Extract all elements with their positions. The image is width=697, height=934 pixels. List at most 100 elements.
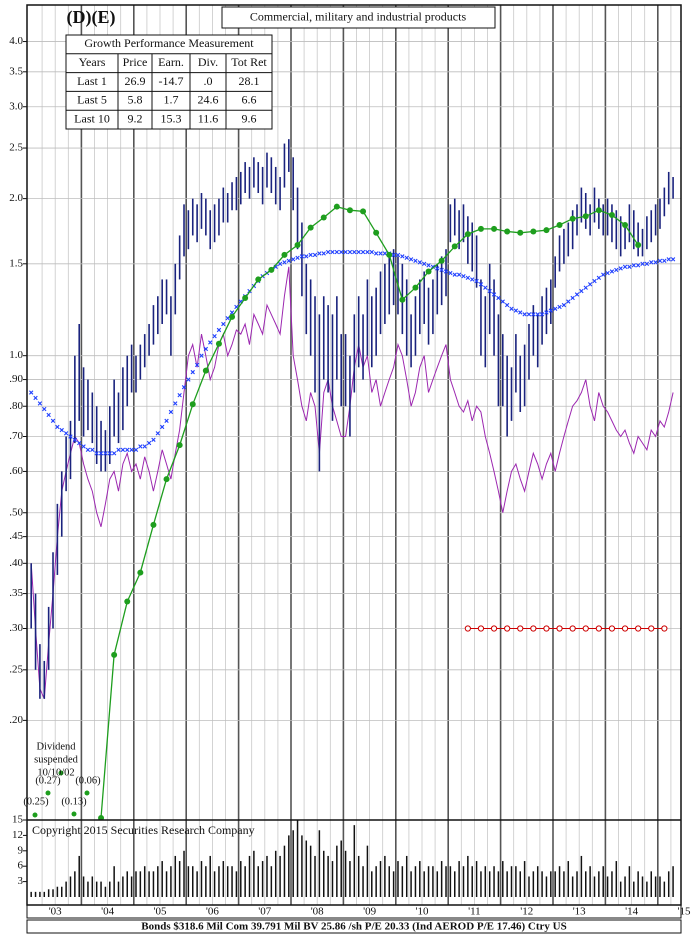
moving-average-point — [111, 451, 117, 456]
earnings-point — [477, 225, 484, 232]
moving-average-point — [225, 315, 230, 321]
y-tick-label: .25 — [9, 663, 23, 675]
y-tick-label: .60 — [9, 465, 23, 477]
table-cell: Last 5 — [77, 93, 107, 107]
copyright: Copyright 2015 Securities Research Compa… — [32, 823, 255, 837]
deficit-dot — [84, 790, 90, 796]
moving-average-point — [583, 285, 588, 290]
earnings-point — [137, 569, 144, 576]
moving-average-point — [103, 451, 108, 456]
moving-average-point — [286, 258, 292, 263]
x-tick-label: '04 — [101, 906, 114, 918]
table-cell: 5.8 — [128, 93, 143, 107]
moving-average-point — [277, 261, 283, 266]
earnings-point — [373, 229, 380, 236]
deficit-dot — [58, 770, 64, 776]
moving-average-point — [574, 292, 580, 297]
dividend-point — [582, 625, 589, 632]
moving-average-point — [570, 295, 575, 301]
moving-average-point — [168, 409, 174, 415]
table-cell: 6.6 — [242, 93, 257, 107]
earnings-point — [320, 214, 327, 221]
dividend-point — [608, 625, 616, 632]
earnings-point — [451, 243, 458, 250]
moving-average-point — [666, 257, 671, 262]
moving-average-point — [408, 257, 414, 262]
earnings-point — [622, 222, 629, 229]
moving-average-point — [120, 447, 126, 453]
moving-average-point — [68, 434, 73, 439]
moving-average-point — [487, 288, 492, 294]
earnings-point — [255, 276, 262, 283]
y-tick-label: 4.0 — [9, 35, 23, 47]
volume-tick-label: 9 — [18, 844, 24, 856]
table-cell: 24.6 — [198, 93, 219, 107]
table-box — [65, 34, 273, 130]
table-cell: .0 — [204, 74, 213, 88]
moving-average-point — [339, 249, 344, 255]
y-tick-label: 2.0 — [9, 192, 23, 204]
dividend-point — [648, 625, 655, 632]
earnings-point — [438, 257, 445, 264]
moving-average-point — [81, 444, 86, 449]
earnings-point — [595, 207, 602, 214]
moving-average-point — [90, 447, 95, 453]
moving-average-point — [138, 444, 143, 449]
moving-average-point — [535, 312, 540, 317]
earnings-point — [635, 241, 642, 248]
moving-average-point — [46, 412, 51, 418]
annotation: suspended — [34, 754, 78, 765]
moving-average-point — [426, 263, 431, 268]
y-tick-label: .40 — [9, 557, 23, 569]
earnings-point — [111, 651, 118, 658]
moving-average-point — [334, 249, 340, 255]
dividend-point — [635, 625, 642, 632]
moving-average-point — [33, 395, 38, 401]
moving-average-point — [369, 249, 374, 255]
logo: (D)(E) — [67, 7, 116, 28]
volume-tick-label: 6 — [18, 860, 24, 872]
moving-average-point — [491, 292, 497, 297]
earnings-point — [98, 815, 105, 820]
annotation: (0.13) — [61, 796, 87, 807]
moving-average-point — [465, 275, 471, 281]
x-axis-band — [26, 904, 682, 919]
dividend-point — [556, 625, 563, 632]
moving-average-point — [98, 451, 104, 456]
earnings-point — [202, 367, 209, 374]
moving-average-point — [125, 447, 130, 453]
dividend-point — [504, 625, 511, 632]
moving-average-point — [439, 267, 444, 273]
dividend-point — [569, 625, 576, 632]
earnings-point — [530, 228, 537, 235]
earnings-point — [425, 268, 432, 275]
earnings-point — [608, 212, 615, 219]
moving-average-point — [478, 282, 484, 287]
y-tick-label: 2.5 — [9, 142, 23, 154]
description: Commercial, military and industrial prod… — [250, 9, 467, 23]
moving-average-point — [378, 251, 383, 256]
moving-average-point — [365, 249, 370, 255]
moving-average-point — [452, 272, 457, 277]
x-tick-label: '03 — [49, 906, 62, 918]
deficit-dot — [45, 790, 51, 796]
annotation: 10/10/02 — [37, 767, 74, 778]
earnings-point — [491, 225, 498, 232]
moving-average-point — [63, 431, 69, 436]
moving-average-point — [295, 255, 300, 261]
moving-average-point — [59, 427, 64, 433]
moving-average-point — [28, 390, 34, 395]
moving-average-point — [229, 310, 235, 315]
moving-average-point — [566, 299, 571, 304]
moving-average-point — [421, 261, 427, 266]
earnings-point — [176, 442, 183, 449]
moving-average-point — [649, 260, 654, 265]
moving-average-point — [614, 267, 619, 273]
moving-average-point — [579, 288, 584, 294]
moving-average-point — [181, 385, 187, 390]
y-tick-label: 1.0 — [9, 349, 23, 361]
y-tick-label: .45 — [9, 530, 23, 542]
moving-average-point — [448, 270, 453, 276]
y-tick-label: 3.0 — [9, 100, 23, 112]
